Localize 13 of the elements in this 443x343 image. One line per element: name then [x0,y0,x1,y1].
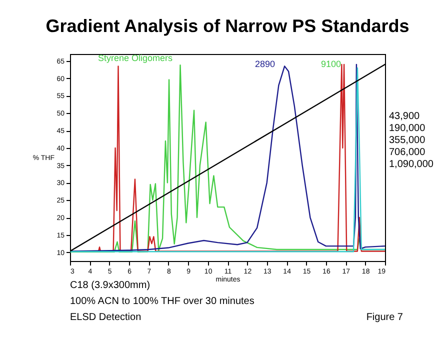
text: 190,000 [389,123,426,135]
text: 706,000 [389,147,426,159]
text: C18 (3.9x300mm) [70,280,150,292]
annotation: Styrene Oligomers [98,52,173,64]
caption: Figure 7 [366,312,403,324]
text: 43,900 [389,111,420,123]
text: 100% ACN to 100% THF over 30 minutes [70,296,254,308]
text: ELSD Detection [70,312,142,324]
annotation: 9100 [321,58,342,70]
chart-title: Gradient Analysis of Narrow PS Standards [46,16,410,36]
annotation: 2890 [255,58,276,70]
text: 355,000 [389,135,426,147]
text: 1,090,000 [389,159,434,171]
